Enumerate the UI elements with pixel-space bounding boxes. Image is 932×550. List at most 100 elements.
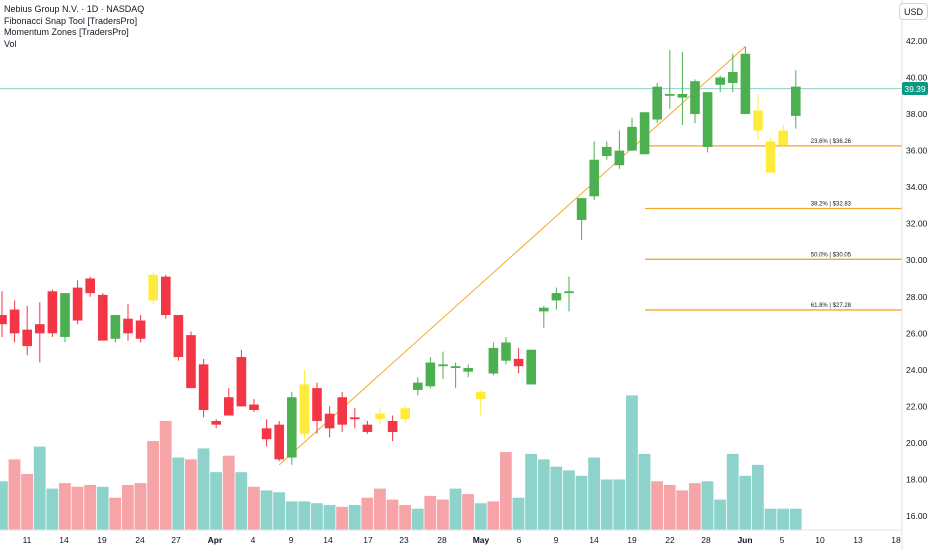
x-tick-label: 4 [251,535,256,545]
volume-bar [449,488,462,530]
candlesticks [0,46,801,465]
candle-body [236,357,247,407]
candle-body [261,428,272,440]
candle [652,83,662,124]
candle-body [249,404,259,411]
y-tick-label: 16.00 [906,511,928,521]
candle-body [513,358,524,367]
candle [488,342,499,376]
volume-bar [336,506,348,530]
candle [85,276,95,297]
volume-bar [588,457,600,530]
candle-body [463,368,473,372]
volume-bar [84,484,96,530]
candle [690,79,700,124]
fib-level-label: 23.6% | $36.26 [811,139,852,145]
volume-bar [374,488,386,530]
y-tick-label: 28.00 [906,292,928,302]
candle-body [627,126,637,151]
volume-bar [676,490,689,530]
candle [350,408,360,429]
candle-body [413,382,423,390]
candle [791,70,801,129]
candle [35,302,45,363]
candle [702,92,713,153]
candle-body [224,397,234,416]
fib-level-label: 38.2% | $32.83 [811,202,852,208]
volume-bar [71,486,84,530]
indicator-momentum[interactable]: Momentum Zones [TradersPro] [4,27,129,37]
candle-body [123,318,133,334]
indicator-fibonacci[interactable]: Fibonacci Snap Tool [TradersPro] [4,15,138,26]
candle [236,349,247,407]
candle-body [614,150,625,166]
candle [211,419,221,429]
volume-bar [525,453,537,530]
candle [501,336,511,365]
chart-legend: Nebius Group N.V. · 1D · NASDAQ Fibonacc… [4,4,144,50]
candle [728,53,738,93]
currency-button[interactable]: USD [899,3,928,20]
candle [362,420,373,434]
candle [576,198,587,241]
candle [513,347,524,374]
candle [765,137,776,173]
candle [22,305,32,356]
volume-bar [411,508,424,530]
volume-bar [134,483,147,530]
candle [274,420,284,462]
candle-body [85,278,95,294]
candle-body [753,110,763,131]
x-tick-label: 19 [97,535,107,545]
candle-body [400,408,410,420]
candle [526,349,536,385]
candle-body [161,276,171,316]
x-tick-label: Jun [737,535,752,545]
candle-body [337,397,347,425]
candle [123,304,133,341]
indicator-volume[interactable]: Vol [4,38,17,49]
volume-bar [210,472,222,530]
x-tick-label: 14 [323,535,333,545]
candle-body [564,291,574,294]
candle [778,125,788,146]
volume-bar [109,497,122,530]
candle [476,389,486,416]
last-price-badge: 39.39 [902,82,928,96]
candle-body [677,93,688,98]
volume-bar [638,453,651,530]
candle-body [312,388,322,421]
volume-bar [96,486,109,530]
x-tick-label: 14 [59,535,69,545]
candle-body [476,391,486,400]
y-tick-label: 40.00 [906,73,928,83]
candle [60,293,70,343]
candle-body [274,424,284,460]
x-tick-label: 28 [437,535,447,545]
x-axis: 11 14 19 24 27 Apr 4 9 14 17 23 28 May 6 9 14 19 22 28 Jun 5… [23,535,901,545]
candle [614,130,625,169]
volume-bar [159,420,172,530]
candle [110,315,121,343]
x-tick-label: 28 [701,535,711,545]
fib-level-label: 50.0% | $30.05 [811,252,852,258]
x-tick-label: May [473,535,490,545]
candle [98,293,108,341]
y-axis: 16.00 18.00 20.00 22.00 24.00 26.00 28.00 30.00… [906,36,928,521]
candle-body [186,335,196,389]
volume-bar [386,499,399,530]
candle [639,112,650,155]
x-tick-label: 22 [665,535,675,545]
candle-body [425,362,436,387]
candle [161,274,171,319]
candle [715,75,725,93]
x-tick-label: 9 [289,535,294,545]
candle [450,362,461,389]
x-tick-label: 5 [780,535,785,545]
candle-body [778,130,788,146]
candle-body [362,424,373,432]
volume-bar [600,479,613,530]
chart-title: Nebius Group N.V. · 1D · NASDAQ [4,4,145,14]
volume-bar [500,452,512,530]
